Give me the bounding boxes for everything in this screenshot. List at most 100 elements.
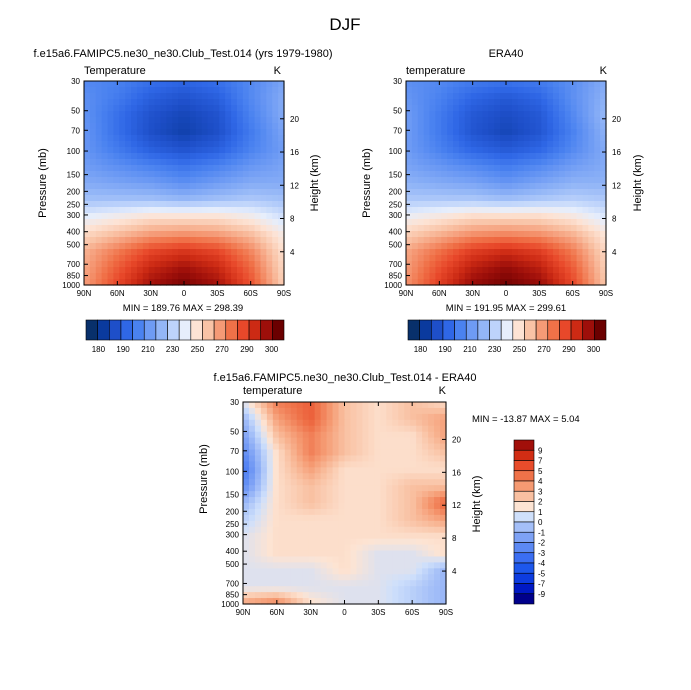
contour-cell	[107, 177, 115, 184]
contour-cell	[296, 461, 304, 468]
contour-cell	[136, 111, 144, 118]
contour-cell	[320, 449, 328, 457]
contour-cell	[254, 159, 262, 166]
contour-cell	[398, 544, 405, 552]
contour-cell	[529, 159, 537, 166]
contour-cell	[184, 81, 191, 88]
contour-cell	[308, 402, 316, 409]
contour-cell	[320, 479, 328, 486]
contour-cell	[576, 255, 584, 262]
contour-cell	[160, 111, 167, 118]
contour-cell	[406, 111, 413, 118]
contour-cell	[435, 207, 442, 214]
contour-cell	[458, 135, 466, 142]
contour-cell	[242, 147, 250, 154]
contour-cell	[582, 267, 589, 274]
contour-cell	[272, 413, 280, 421]
contour-cell	[404, 491, 411, 498]
contour-cell	[541, 255, 548, 262]
contour-cell	[368, 467, 375, 474]
contour-cell	[422, 413, 429, 421]
contour-cell	[541, 267, 548, 274]
contour-cell	[243, 598, 250, 605]
contour-cell	[570, 87, 578, 94]
contour-cell	[570, 117, 578, 124]
contour-cell	[441, 207, 448, 214]
contour-cell	[290, 550, 298, 558]
contour-cell	[517, 87, 525, 94]
contour-cell	[278, 273, 285, 280]
contour-cell	[410, 508, 417, 516]
contour-cell	[160, 147, 167, 154]
contour-cell	[511, 249, 519, 256]
contour-cell	[564, 225, 572, 232]
contour-cell	[434, 586, 441, 593]
labelbar-label: -4	[538, 559, 546, 568]
contour-cell	[107, 231, 115, 238]
contour-cell	[350, 514, 358, 522]
contour-cell	[392, 479, 399, 486]
contour-cell	[160, 189, 167, 196]
contour-cell	[511, 177, 519, 184]
contour-cell	[201, 249, 209, 256]
contour-cell	[428, 526, 435, 534]
contour-cell	[429, 111, 437, 118]
contour-cell	[523, 171, 531, 178]
contour-cell	[290, 514, 298, 522]
contour-cell	[320, 508, 328, 516]
contour-cell	[541, 195, 548, 202]
contour-cell	[184, 213, 191, 220]
contour-cell	[523, 141, 531, 148]
contour-cell	[284, 550, 292, 558]
contour-cell	[582, 135, 589, 142]
contour-cell	[506, 279, 513, 286]
contour-cell	[588, 177, 595, 184]
contour-cell	[243, 526, 250, 534]
contour-cell	[308, 592, 316, 599]
labelbar-label: 9	[538, 446, 543, 455]
labelbar-box	[120, 319, 133, 341]
x-tick-label: 0	[182, 289, 187, 298]
x-tick-label: 30S	[532, 289, 546, 298]
contour-cell	[374, 532, 381, 540]
contour-cell	[350, 526, 358, 534]
contour-cell	[553, 153, 560, 160]
contour-cell	[547, 195, 554, 202]
contour-cell	[113, 225, 120, 232]
contour-cell	[219, 213, 226, 220]
contour-cell	[553, 249, 560, 256]
contour-cell	[356, 491, 364, 498]
contour-cell	[113, 219, 120, 226]
contour-cell	[380, 467, 387, 474]
contour-cell	[411, 87, 419, 94]
contour-cell	[535, 195, 542, 202]
contour-cell	[392, 532, 399, 540]
contour-cell	[576, 117, 584, 124]
contour-cell	[254, 544, 262, 552]
contour-cell	[458, 111, 466, 118]
contour-cell	[588, 279, 595, 286]
contour-cell	[136, 189, 144, 196]
contour-cell	[326, 580, 334, 587]
contour-cell	[470, 153, 478, 160]
contour-cell	[189, 141, 197, 148]
contour-cell	[148, 147, 156, 154]
contour-cell	[453, 249, 460, 256]
contour-cell	[201, 207, 209, 214]
contour-cell	[154, 201, 162, 208]
contour-cell	[201, 177, 209, 184]
contour-cell	[254, 213, 262, 220]
contour-cell	[278, 479, 286, 486]
contour-cell	[189, 93, 197, 100]
contour-cell	[423, 93, 431, 100]
contour-cell	[429, 225, 437, 232]
contour-cell	[386, 449, 393, 457]
contour-cell	[308, 538, 316, 546]
contour-cell	[440, 520, 447, 528]
contour-cell	[511, 273, 519, 280]
contour-cell	[207, 279, 215, 286]
contour-cell	[231, 255, 238, 262]
contour-cell	[332, 461, 340, 468]
contour-cell	[386, 503, 393, 510]
contour-cell	[314, 580, 322, 587]
